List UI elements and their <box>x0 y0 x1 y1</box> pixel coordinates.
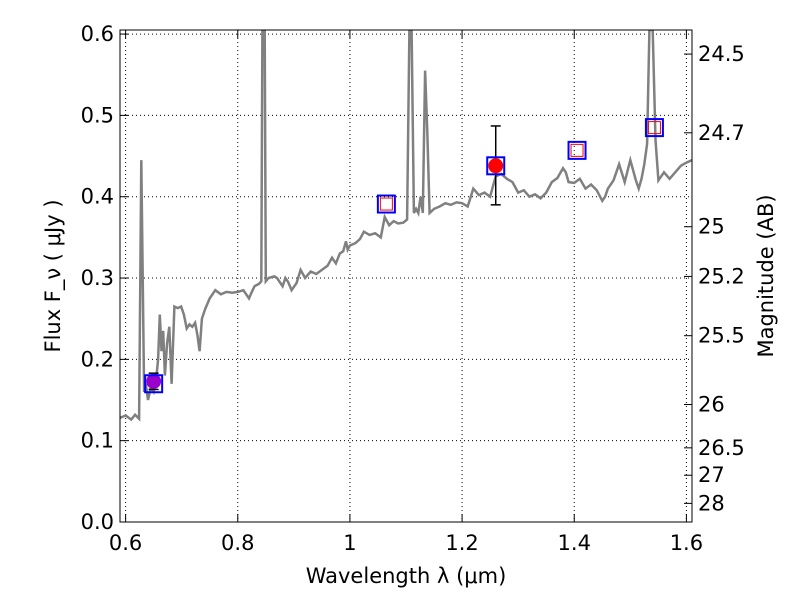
observed-point <box>488 158 504 174</box>
right-tick-label: 25.2 <box>698 264 745 288</box>
x-axis-title: Wavelength λ (μm) <box>306 564 507 588</box>
tick-labels: 0.6 0.8 1 1.2 1.4 1.6 0.0 0.1 0.2 0.3 0.4 0.5 0.6 24.… <box>81 22 745 555</box>
right-tick-label: 25.5 <box>698 324 745 348</box>
right-tick-label: 28 <box>698 491 725 515</box>
photometry-box <box>644 118 664 138</box>
model-flux-square <box>570 143 584 157</box>
y-tick-label: 0.5 <box>81 103 114 127</box>
right-tick-label: 24.7 <box>698 121 745 145</box>
right-axis-title: Magnitude (AB) <box>754 194 778 357</box>
y-axis-title: Flux F_ν ( μJy ) <box>41 199 66 352</box>
photometry-box <box>144 374 164 394</box>
spectrum-series <box>120 30 692 422</box>
model-flux-square <box>647 121 661 135</box>
right-tick-label: 26 <box>698 392 725 416</box>
right-tick-label: 27 <box>698 463 725 487</box>
y-tick-label: 0.2 <box>81 347 114 371</box>
photometry-box <box>376 194 396 214</box>
right-tick-label: 24.5 <box>698 42 745 66</box>
x-tick-label: 0.8 <box>221 531 254 555</box>
y-tick-label: 0.0 <box>81 510 114 534</box>
y-tick-label: 0.3 <box>81 266 114 290</box>
photometry-box <box>486 156 506 176</box>
y-tick-label: 0.1 <box>81 429 114 453</box>
x-tick-label: 1.4 <box>558 531 591 555</box>
right-tick-label: 25 <box>698 215 725 239</box>
y-tick-label: 0.4 <box>81 185 114 209</box>
photometry-markers <box>144 118 664 394</box>
spectrum-line <box>120 30 692 422</box>
axis-ticks <box>120 30 692 523</box>
x-tick-label: 0.6 <box>109 531 142 555</box>
photometry-box <box>567 140 587 160</box>
model-flux-square <box>379 197 393 211</box>
y-tick-label: 0.6 <box>81 22 114 46</box>
x-tick-label: 1.6 <box>670 531 703 555</box>
x-tick-label: 1 <box>343 531 356 555</box>
x-tick-label: 1.2 <box>445 531 478 555</box>
right-tick-label: 26.5 <box>698 436 745 460</box>
observed-point <box>146 373 162 389</box>
